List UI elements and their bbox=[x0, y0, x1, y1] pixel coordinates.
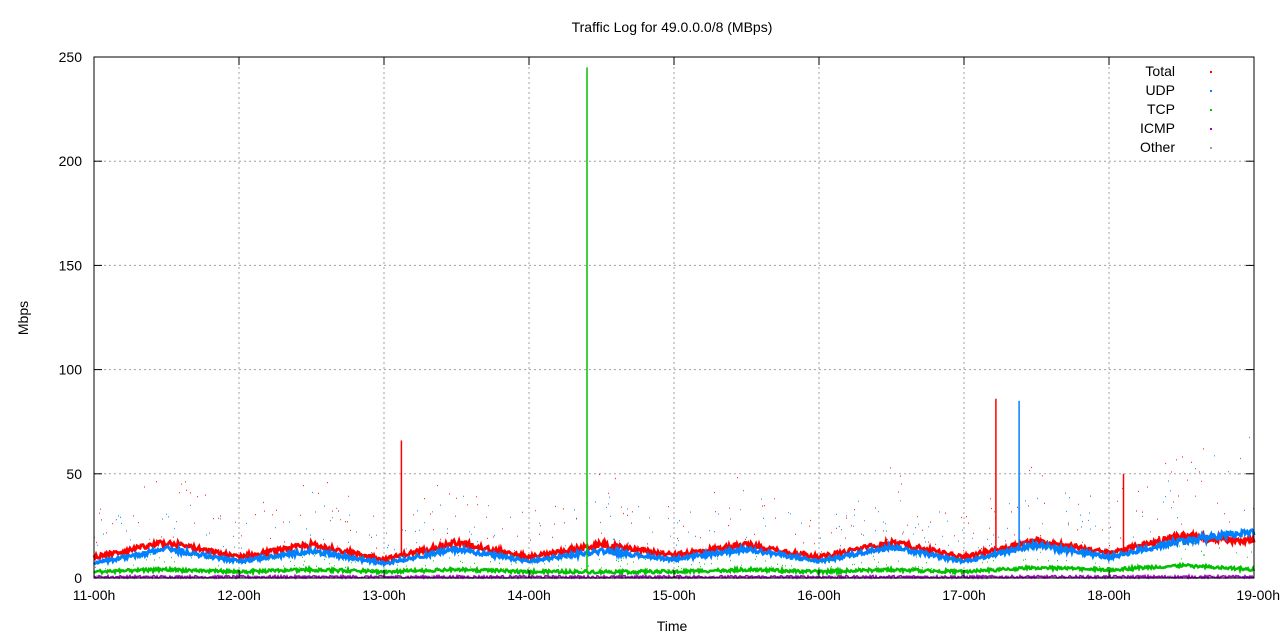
x-tick-label: 17-00h bbox=[942, 587, 986, 603]
x-tick-label: 15-00h bbox=[652, 587, 696, 603]
x-tick-label: 11-00h bbox=[73, 587, 116, 603]
legend-marker-total bbox=[1210, 71, 1212, 73]
spikes bbox=[400, 67, 1125, 572]
legend-marker-other bbox=[1210, 147, 1212, 149]
x-tick-label: 19-00h bbox=[1236, 587, 1280, 603]
chart-title: Traffic Log for 49.0.0.0/8 (MBps) bbox=[572, 19, 773, 35]
y-tick-label: 100 bbox=[59, 362, 83, 378]
legend-marker-tcp bbox=[1210, 109, 1212, 111]
series-scatter-total bbox=[96, 448, 1254, 557]
y-tick-label: 50 bbox=[66, 466, 82, 482]
legend-label-udp: UDP bbox=[1145, 82, 1175, 98]
x-tick-label: 13-00h bbox=[362, 587, 406, 603]
y-tick-label: 150 bbox=[59, 257, 83, 273]
x-tick-label: 14-00h bbox=[507, 587, 551, 603]
y-tick-label: 250 bbox=[59, 49, 83, 65]
x-tick-label: 12-00h bbox=[217, 587, 261, 603]
y-axis-title: Mbps bbox=[15, 301, 31, 335]
grid-lines bbox=[94, 57, 1254, 578]
legend-label-total: Total bbox=[1145, 63, 1175, 79]
y-tick-label: 200 bbox=[59, 153, 83, 169]
axis-ticks: 0 50 100 150 200 250 11-00h 12-00h 13-00h 14-00h 1… bbox=[59, 49, 1280, 603]
legend-label-tcp: TCP bbox=[1147, 101, 1175, 117]
x-tick-label: 16-00h bbox=[797, 587, 841, 603]
series-scatter-udp bbox=[94, 436, 1250, 562]
data-marks bbox=[92, 67, 1256, 580]
series-scatter-tcp bbox=[95, 538, 1252, 572]
legend-marker-udp bbox=[1210, 90, 1212, 92]
y-tick-label: 0 bbox=[74, 570, 82, 586]
legend-label-other: Other bbox=[1140, 139, 1175, 155]
x-axis-title: Time bbox=[657, 618, 688, 634]
series-line-udp bbox=[92, 527, 1256, 568]
legend-marker-icmp bbox=[1210, 128, 1212, 130]
legend-label-icmp: ICMP bbox=[1140, 120, 1175, 136]
legend: Total UDP TCP ICMP Other bbox=[1140, 63, 1212, 155]
x-tick-label: 18-00h bbox=[1087, 587, 1131, 603]
